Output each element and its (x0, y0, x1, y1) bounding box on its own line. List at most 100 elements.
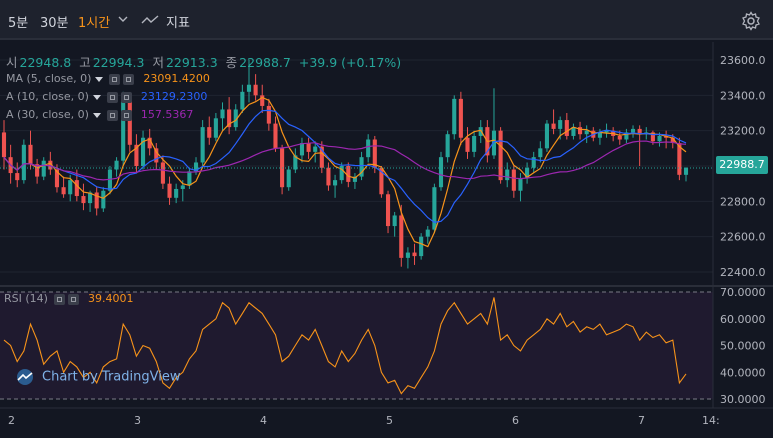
candle-body[interactable] (670, 137, 675, 144)
gear-icon[interactable] (741, 11, 761, 31)
candle-body[interactable] (637, 128, 642, 135)
candle-body[interactable] (154, 148, 159, 163)
candle-body[interactable] (683, 167, 689, 175)
study-settings-icon[interactable] (109, 74, 121, 85)
candle-body[interactable] (339, 166, 344, 181)
candle-body[interactable] (452, 98, 457, 135)
candle-body[interactable] (544, 123, 550, 149)
candle-body[interactable] (35, 164, 40, 177)
study-remove-icon[interactable] (120, 110, 132, 121)
candle-body[interactable] (538, 148, 543, 158)
interval-1h-button[interactable]: 1시간 (78, 16, 111, 31)
candle-body[interactable] (465, 137, 470, 152)
candle-body[interactable] (114, 160, 119, 170)
candle-body[interactable] (472, 135, 477, 152)
candle-body[interactable] (458, 98, 463, 138)
candle-body[interactable] (584, 130, 589, 135)
candle-body[interactable] (54, 169, 60, 188)
candle-body[interactable] (160, 162, 165, 184)
chart-pane[interactable]: 23600.023400.023200.023000.022800.022600… (0, 42, 773, 438)
candle-body[interactable] (240, 91, 245, 110)
chart-canvas[interactable]: 23600.023400.023200.023000.022800.022600… (0, 42, 773, 438)
candle-body[interactable] (21, 144, 26, 181)
candle-body[interactable] (193, 162, 199, 172)
study-legend-ma30[interactable]: A (30, close, 0) 157.5367 (6, 108, 193, 122)
candle-body[interactable] (220, 109, 225, 119)
candle-body[interactable] (213, 118, 218, 138)
candle-body[interactable] (180, 185, 185, 189)
candle-body[interactable] (385, 194, 391, 227)
candle-body[interactable] (313, 146, 318, 152)
interval-30m-button[interactable]: 30분 (40, 16, 69, 31)
candle-body[interactable] (140, 137, 146, 166)
candle-body[interactable] (253, 84, 258, 96)
candle-body[interactable] (491, 130, 497, 156)
candle-body[interactable] (617, 135, 622, 140)
candle-body[interactable] (525, 167, 530, 179)
candle-body[interactable] (74, 180, 79, 197)
study-remove-icon[interactable] (67, 294, 79, 305)
candle-body[interactable] (68, 180, 73, 195)
candle-body[interactable] (419, 236, 424, 257)
candle-body[interactable] (432, 187, 437, 230)
candle-body[interactable] (630, 128, 636, 133)
candle-body[interactable] (352, 176, 357, 182)
candle-body[interactable] (61, 187, 66, 195)
candle-body[interactable] (107, 169, 112, 191)
candle-body[interactable] (425, 229, 430, 237)
candle-body[interactable] (578, 127, 583, 135)
candle-body[interactable] (650, 132, 655, 142)
candle-body[interactable] (438, 157, 444, 188)
rsi-legend[interactable]: RSI (14) 39.4001 (4, 292, 133, 306)
candle-body[interactable] (531, 157, 536, 168)
candle-body[interactable] (1, 132, 7, 158)
indicators-button[interactable]: 지표 (166, 16, 190, 31)
candle-body[interactable] (286, 169, 291, 188)
candle-body[interactable] (366, 139, 371, 158)
candle-body[interactable] (505, 169, 510, 181)
candle-body[interactable] (81, 196, 86, 204)
tradingview-watermark[interactable]: Chart by TradingView (14, 369, 180, 385)
candle-body[interactable] (246, 84, 252, 92)
candle-body[interactable] (260, 95, 265, 106)
candle-body[interactable] (28, 144, 33, 165)
candle-body[interactable] (41, 160, 46, 177)
candle-body[interactable] (101, 190, 106, 209)
candle-body[interactable] (379, 167, 384, 195)
candle-body[interactable] (326, 167, 331, 186)
study-settings-icon[interactable] (106, 92, 118, 103)
candle-body[interactable] (399, 215, 404, 258)
candle-body[interactable] (273, 123, 278, 149)
candle-body[interactable] (346, 166, 351, 182)
candle-body[interactable] (319, 146, 324, 168)
candle-body[interactable] (657, 135, 662, 142)
candle-body[interactable] (498, 130, 503, 181)
candle-body[interactable] (511, 169, 516, 191)
candle-body[interactable] (333, 180, 338, 186)
candle-body[interactable] (405, 252, 410, 258)
candle-body[interactable] (48, 160, 53, 170)
candle-body[interactable] (624, 132, 629, 140)
candle-body[interactable] (445, 134, 450, 158)
candle-body[interactable] (306, 143, 311, 152)
candle-body[interactable] (359, 157, 364, 177)
chevron-down-icon[interactable] (116, 12, 130, 26)
candle-body[interactable] (134, 144, 139, 166)
candle-body[interactable] (167, 183, 172, 198)
candle-body[interactable] (478, 127, 483, 136)
candle-body[interactable] (127, 98, 132, 145)
candle-body[interactable] (392, 215, 397, 227)
candle-body[interactable] (147, 137, 152, 149)
candle-body[interactable] (207, 127, 212, 138)
candle-body[interactable] (266, 105, 271, 124)
candle-body[interactable] (677, 143, 682, 175)
study-legend-ma5[interactable]: MA (5, close, 0) 23091.4200 (6, 72, 210, 86)
candle-body[interactable] (299, 143, 305, 156)
caret-down-icon[interactable] (95, 76, 104, 82)
caret-down-icon[interactable] (92, 112, 101, 118)
candle-body[interactable] (551, 123, 556, 129)
candle-body[interactable] (372, 139, 377, 168)
caret-down-icon[interactable] (92, 94, 101, 100)
candle-body[interactable] (200, 127, 205, 163)
candle-body[interactable] (174, 188, 179, 198)
